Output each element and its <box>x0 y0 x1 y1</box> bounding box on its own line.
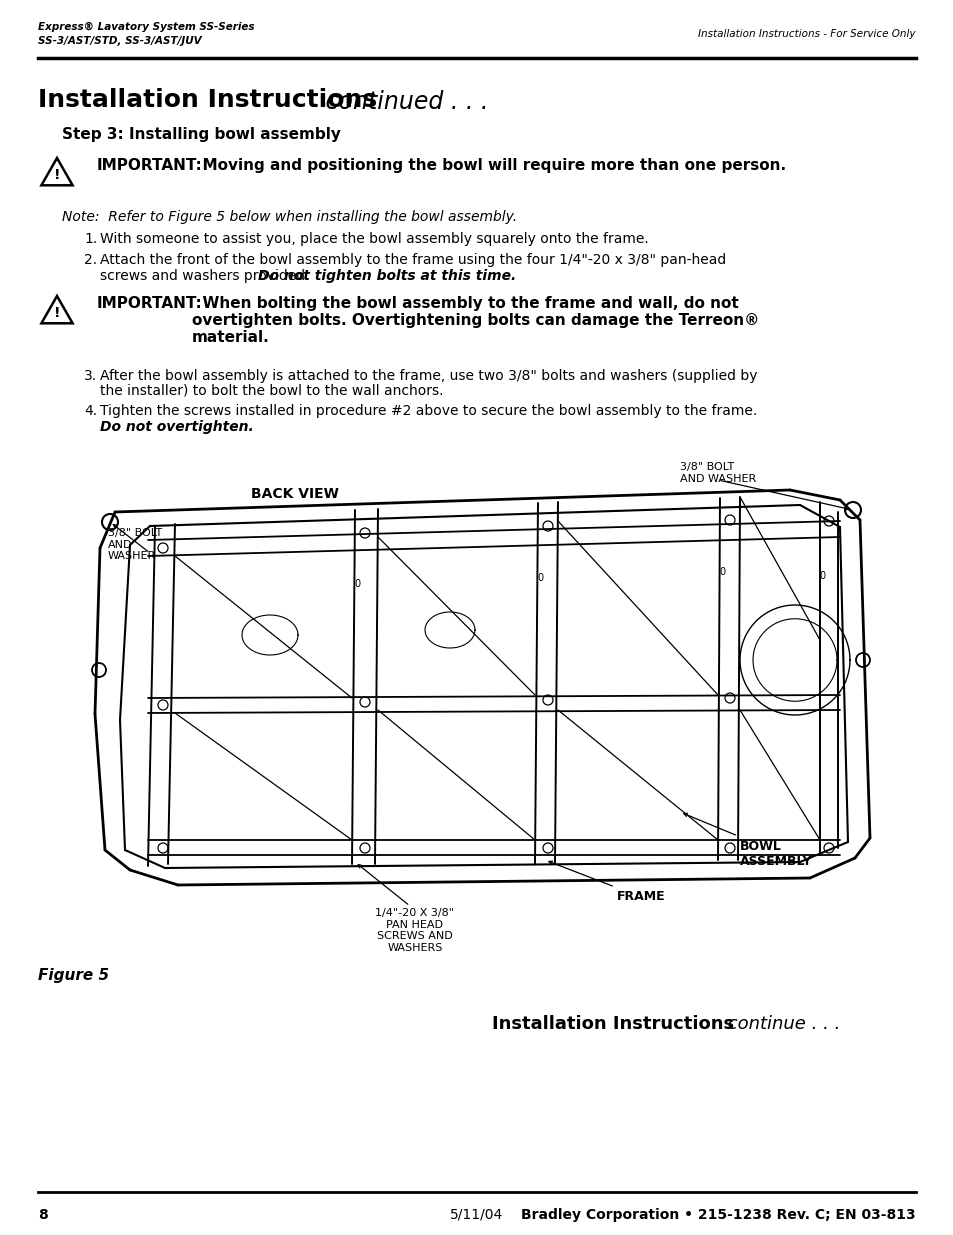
Text: 3/8" BOLT
AND WASHER: 3/8" BOLT AND WASHER <box>679 462 756 484</box>
Text: Express® Lavatory System SS-Series: Express® Lavatory System SS-Series <box>38 22 254 32</box>
Text: continue . . .: continue . . . <box>721 1015 840 1032</box>
Text: 0: 0 <box>818 571 824 580</box>
Text: 0: 0 <box>537 573 542 583</box>
Text: Attach the front of the bowl assembly to the frame using the four 1/4"-20 x 3/8": Attach the front of the bowl assembly to… <box>100 253 725 267</box>
Text: Installation Instructions: Installation Instructions <box>492 1015 734 1032</box>
Text: 0: 0 <box>719 567 724 577</box>
Text: IMPORTANT:: IMPORTANT: <box>97 158 203 173</box>
Text: Do not tighten bolts at this time.: Do not tighten bolts at this time. <box>257 269 516 283</box>
Text: 8: 8 <box>38 1208 48 1221</box>
Text: the installer) to bolt the bowl to the wall anchors.: the installer) to bolt the bowl to the w… <box>100 384 443 398</box>
Text: BACK VIEW: BACK VIEW <box>251 487 338 501</box>
Text: Moving and positioning the bowl will require more than one person.: Moving and positioning the bowl will req… <box>192 158 785 173</box>
Text: 1.: 1. <box>84 232 97 246</box>
Text: SS-3/AST/STD, SS-3/AST/JUV: SS-3/AST/STD, SS-3/AST/JUV <box>38 36 201 46</box>
Text: 3/8" BOLT
AND
WASHER: 3/8" BOLT AND WASHER <box>108 529 162 561</box>
Text: 1/4"-20 X 3/8"
PAN HEAD
SCREWS AND
WASHERS: 1/4"-20 X 3/8" PAN HEAD SCREWS AND WASHE… <box>375 908 454 952</box>
Text: Figure 5: Figure 5 <box>38 968 109 983</box>
Text: IMPORTANT:: IMPORTANT: <box>97 296 203 311</box>
Text: BOWL
ASSEMBLY: BOWL ASSEMBLY <box>740 840 812 868</box>
Text: continued . . .: continued . . . <box>317 90 488 114</box>
Text: With someone to assist you, place the bowl assembly squarely onto the frame.: With someone to assist you, place the bo… <box>100 232 648 246</box>
Text: 0: 0 <box>354 579 359 589</box>
Text: 2.: 2. <box>84 253 97 267</box>
Text: screws and washers provided.: screws and washers provided. <box>100 269 314 283</box>
Text: !: ! <box>53 306 60 320</box>
Text: Note:  Refer to Figure 5 below when installing the bowl assembly.: Note: Refer to Figure 5 below when insta… <box>62 210 517 224</box>
Text: !: ! <box>53 168 60 182</box>
Text: Installation Instructions - For Service Only: Installation Instructions - For Service … <box>698 28 915 40</box>
Text: 5/11/04: 5/11/04 <box>450 1208 503 1221</box>
Text: 3.: 3. <box>84 369 97 383</box>
Text: FRAME: FRAME <box>617 890 665 903</box>
Text: 4.: 4. <box>84 404 97 417</box>
Text: After the bowl assembly is attached to the frame, use two 3/8" bolts and washers: After the bowl assembly is attached to t… <box>100 369 757 383</box>
Text: Installation Instructions: Installation Instructions <box>38 88 376 112</box>
Text: overtighten bolts. Overtightening bolts can damage the Terreon®: overtighten bolts. Overtightening bolts … <box>192 312 759 329</box>
Text: Tighten the screws installed in procedure #2 above to secure the bowl assembly t: Tighten the screws installed in procedur… <box>100 404 757 417</box>
Text: Bradley Corporation • 215-1238 Rev. C; EN 03-813: Bradley Corporation • 215-1238 Rev. C; E… <box>521 1208 915 1221</box>
Text: Do not overtighten.: Do not overtighten. <box>100 420 253 433</box>
Text: material.: material. <box>192 330 270 345</box>
Text: Step 3: Installing bowl assembly: Step 3: Installing bowl assembly <box>62 127 340 142</box>
Text: When bolting the bowl assembly to the frame and wall, do not: When bolting the bowl assembly to the fr… <box>192 296 738 311</box>
